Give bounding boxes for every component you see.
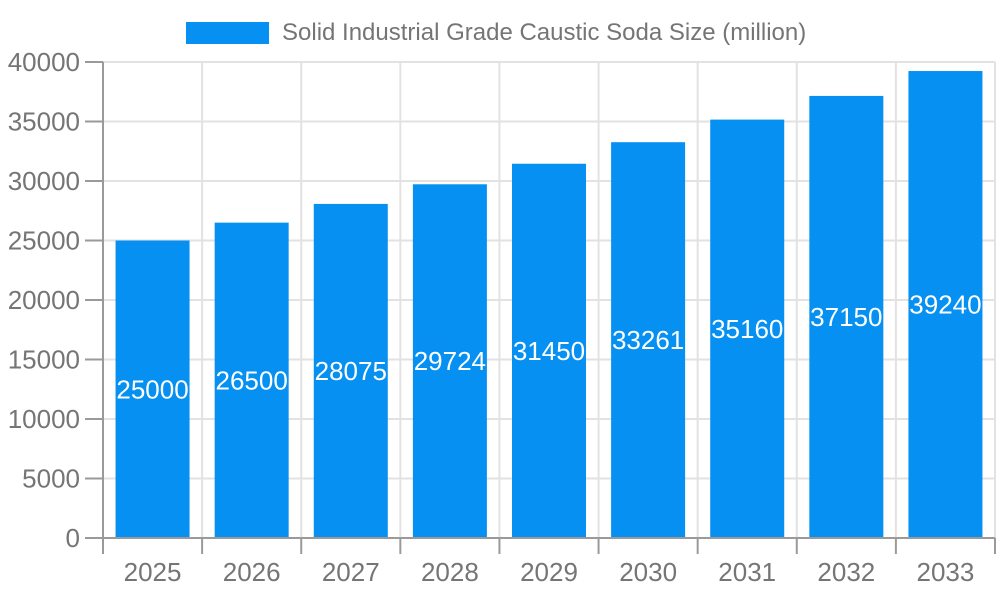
x-tick-label: 2031 (718, 557, 776, 587)
bar-value-label: 35160 (711, 314, 783, 344)
x-tick-label: 2033 (917, 557, 975, 587)
bar-2030[interactable] (611, 142, 686, 539)
y-tick-label: 5000 (22, 464, 80, 494)
legend-label: Solid Industrial Grade Caustic Soda Size… (282, 19, 807, 46)
x-tick-label: 2029 (520, 557, 578, 587)
x-tick-label: 2025 (124, 557, 182, 587)
bar-2025[interactable] (115, 240, 190, 539)
y-tick-label: 25000 (8, 226, 80, 256)
y-tick-label: 15000 (8, 345, 80, 375)
bar-value-label: 28075 (315, 356, 387, 386)
bar-value-label: 26500 (216, 365, 288, 395)
bar-value-label: 39240 (909, 290, 981, 320)
y-tick-label: 20000 (8, 285, 80, 315)
x-tick-label: 2027 (322, 557, 380, 587)
x-tick-label: 2030 (619, 557, 677, 587)
x-tick-label: 2026 (223, 557, 281, 587)
bar-2032[interactable] (809, 95, 884, 538)
x-tick-label: 2032 (817, 557, 875, 587)
bar-2029[interactable] (512, 163, 586, 538)
bar-2033[interactable] (908, 71, 983, 538)
bar-2028[interactable] (412, 184, 487, 538)
y-tick-label: 0 (66, 523, 80, 553)
legend[interactable]: Solid Industrial Grade Caustic Soda Size… (186, 20, 806, 46)
bar-2026[interactable] (214, 222, 289, 538)
x-tick-label: 2028 (421, 557, 479, 587)
bar-value-label: 37150 (810, 302, 882, 332)
y-tick-label: 30000 (8, 166, 80, 196)
bar-value-label: 25000 (116, 374, 188, 404)
bar-value-label: 33261 (612, 325, 684, 355)
bar-value-label: 29724 (414, 346, 486, 376)
y-tick-label: 35000 (8, 107, 80, 137)
bar-2031[interactable] (710, 119, 785, 538)
legend-swatch (186, 22, 269, 44)
y-tick-label: 40000 (8, 47, 80, 77)
bar-2027[interactable] (313, 203, 388, 538)
bar-value-label: 31450 (513, 336, 585, 366)
y-tick-label: 10000 (8, 404, 80, 434)
